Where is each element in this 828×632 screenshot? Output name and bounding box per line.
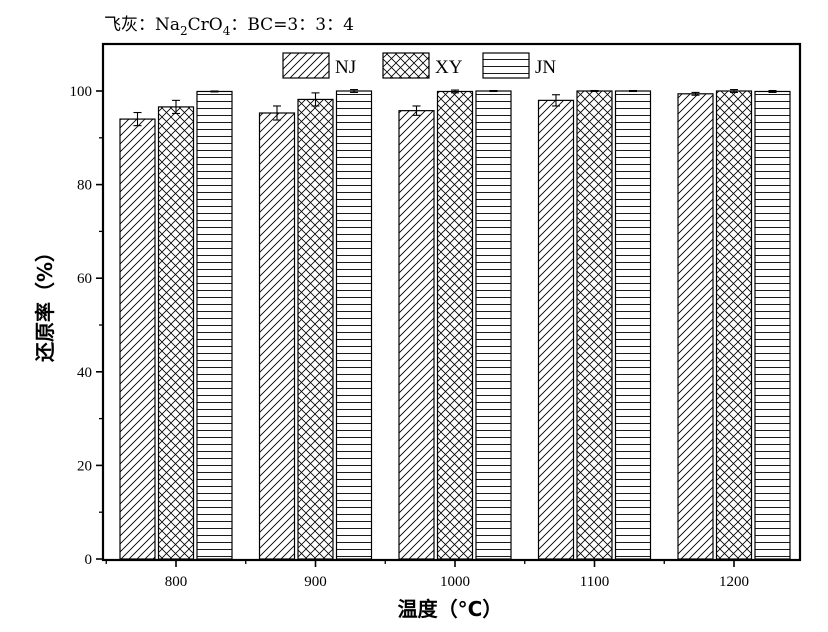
legend-swatch-jn <box>482 52 530 79</box>
y-tick-label: 0 <box>85 552 93 568</box>
bar-nj-800 <box>119 118 156 560</box>
legend-label-xy: XY <box>435 57 463 78</box>
y-tick-label: 40 <box>77 365 92 381</box>
bar-jn-1200 <box>754 90 791 560</box>
error-bar-nj-900 <box>273 105 281 121</box>
y-axis-title: 还原率（%） <box>33 242 57 363</box>
legend-label-nj: NJ <box>335 57 356 78</box>
error-bar-nj-1000 <box>412 105 421 116</box>
bars-layer <box>119 90 791 560</box>
bar-jn-900 <box>335 90 373 560</box>
error-bar-jn-1000 <box>489 89 498 93</box>
error-bar-nj-1100 <box>552 94 560 107</box>
error-bars-layer <box>133 89 777 127</box>
y-tick-label: 80 <box>77 178 92 194</box>
bar-jn-800 <box>196 90 233 560</box>
error-bar-xy-800 <box>172 99 180 115</box>
error-bar-jn-1200 <box>768 89 777 93</box>
bar-nj-1000 <box>398 110 435 560</box>
bar-jn-1100 <box>614 90 652 560</box>
bar-xy-900 <box>297 98 334 560</box>
bar-xy-1000 <box>436 90 474 560</box>
bar-xy-1200 <box>715 90 753 560</box>
bar-nj-1100 <box>537 99 575 560</box>
bar-xy-1100 <box>576 90 613 560</box>
error-bar-xy-1100 <box>590 89 599 93</box>
error-bar-jn-900 <box>350 89 358 93</box>
x-tick-label: 900 <box>304 574 327 590</box>
error-bar-nj-1200 <box>691 91 700 96</box>
y-tick-label: 60 <box>77 271 92 287</box>
error-bar-jn-800 <box>210 90 219 93</box>
x-tick-label: 1100 <box>580 574 609 590</box>
bar-nj-1200 <box>677 93 714 560</box>
y-tick-label: 100 <box>70 84 93 100</box>
bar-xy-800 <box>157 106 195 560</box>
legend-swatch-nj <box>282 52 330 79</box>
error-bar-nj-800 <box>133 111 142 127</box>
legend-label-jn: JN <box>535 57 556 78</box>
legend: NJ XY JN <box>282 52 556 79</box>
error-bar-jn-1100 <box>629 89 637 93</box>
x-tick-label: 1200 <box>719 574 749 590</box>
y-tick-label: 20 <box>77 458 92 474</box>
plot-frame <box>101 42 802 562</box>
bar-jn-1000 <box>475 90 512 560</box>
x-tick-label: 1000 <box>440 574 470 590</box>
error-bar-xy-900 <box>311 92 320 107</box>
bar-nj-900 <box>258 112 296 560</box>
error-bar-xy-1000 <box>451 89 459 94</box>
legend-swatch-xy <box>382 52 430 79</box>
y-axis: 0 20 40 60 80 100 <box>70 84 103 568</box>
x-axis: 800 900 1000 1100 1200 <box>105 560 749 590</box>
x-axis-title: 温度（°C） <box>398 597 503 621</box>
error-bar-xy-1200 <box>730 89 738 93</box>
x-tick-label: 800 <box>165 574 188 590</box>
chart-title: 飞灰：Na2CrO4：BC=3：3：4 <box>104 15 354 38</box>
